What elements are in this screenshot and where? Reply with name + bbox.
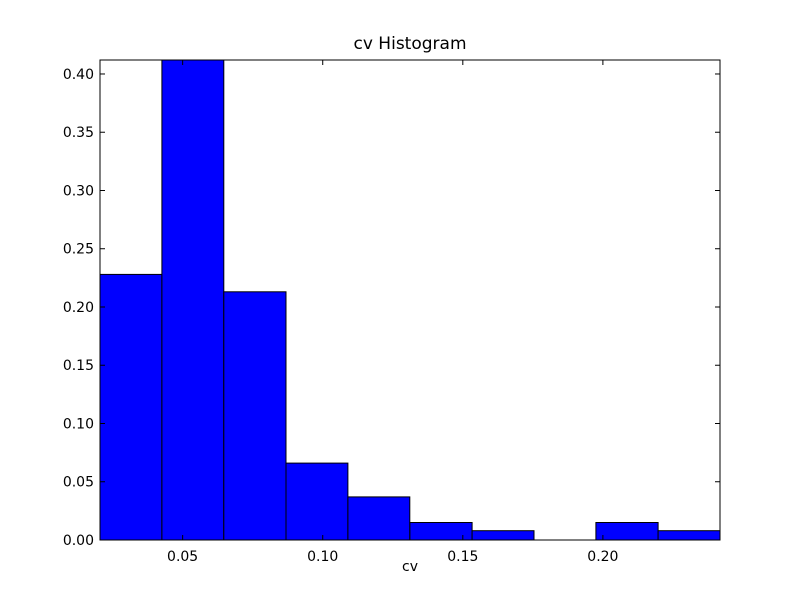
histogram-bar-1	[161, 59, 225, 541]
y-tick-label-7: 0.35	[63, 125, 94, 141]
histogram-bar-3	[285, 462, 349, 541]
x-tick-label-2: 0.15	[447, 549, 478, 565]
histogram-bar-2	[223, 291, 287, 541]
histogram-bar-4	[347, 496, 411, 541]
y-tick-label-8: 0.40	[63, 67, 94, 83]
chart-title: cv Histogram	[353, 34, 467, 54]
histogram-bar-8	[595, 522, 659, 541]
histogram-bar-9	[657, 530, 721, 541]
axes-frame	[99, 59, 721, 541]
histogram-bar-6	[471, 530, 535, 541]
y-tick-label-6: 0.30	[63, 183, 94, 199]
histogram-bar-0	[99, 273, 163, 541]
y-tick-label-3: 0.15	[63, 358, 94, 374]
y-tick-label-0: 0.00	[63, 533, 94, 549]
y-tick-label-5: 0.25	[63, 242, 94, 258]
x-tick-label-3: 0.20	[587, 549, 618, 565]
x-axis-label: cv	[402, 559, 418, 575]
x-tick-label-1: 0.10	[307, 549, 338, 565]
y-tick-label-1: 0.05	[63, 475, 94, 491]
y-tick-label-2: 0.10	[63, 416, 94, 432]
x-tick-label-0: 0.05	[167, 549, 198, 565]
y-tick-label-4: 0.20	[63, 300, 94, 316]
